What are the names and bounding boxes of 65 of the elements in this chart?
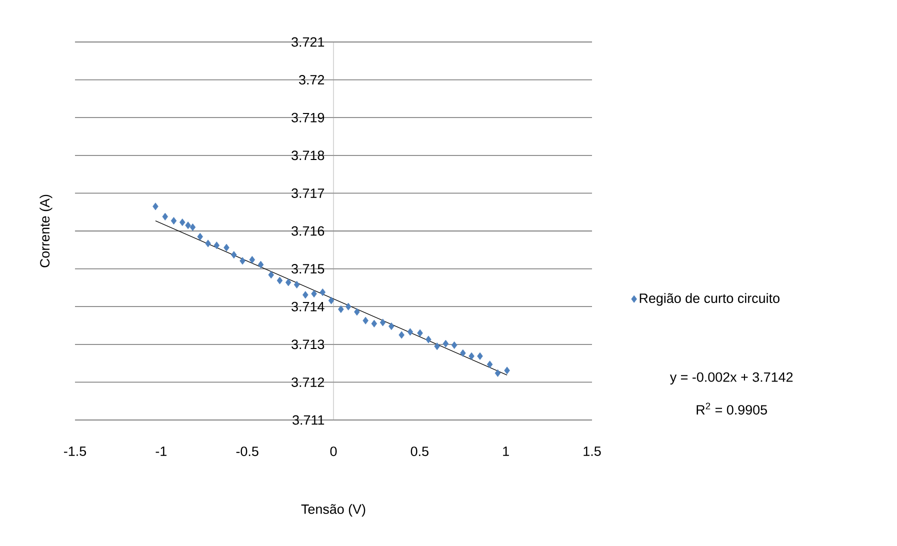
x-tick-label: 0.5 bbox=[410, 446, 428, 456]
x-tick-label: 1.5 bbox=[584, 446, 601, 456]
x-tick-label: -1 bbox=[156, 446, 166, 456]
point bbox=[302, 291, 308, 299]
y-tick-label: 3.719 bbox=[292, 112, 324, 122]
x-tick-label: -0.5 bbox=[236, 446, 258, 456]
point bbox=[468, 352, 474, 360]
y-tick-label: 3.716 bbox=[292, 226, 324, 236]
point bbox=[190, 223, 196, 232]
y-tick-label: 3.72 bbox=[299, 75, 324, 85]
y-tick-label: 3.715 bbox=[292, 264, 324, 274]
point bbox=[398, 331, 404, 339]
legend-label: Região de curto circuito bbox=[640, 293, 780, 306]
point bbox=[311, 290, 317, 298]
text: R$^{2}$ = 0.9905 bbox=[696, 402, 767, 415]
point bbox=[477, 352, 483, 360]
point bbox=[434, 342, 440, 350]
point bbox=[380, 318, 386, 326]
point bbox=[170, 217, 177, 225]
point bbox=[152, 202, 158, 210]
point bbox=[285, 278, 292, 286]
point bbox=[294, 280, 300, 288]
point bbox=[442, 340, 449, 348]
point bbox=[328, 296, 334, 304]
y-tick-label: 3.714 bbox=[292, 302, 324, 312]
point bbox=[320, 288, 326, 296]
point bbox=[224, 244, 230, 252]
point bbox=[205, 240, 211, 248]
text: y = -0.002x + 3.7142 bbox=[670, 372, 793, 385]
point bbox=[179, 218, 186, 226]
y-tick-label: 3.721 bbox=[292, 37, 324, 47]
x-tick-label: 1 bbox=[503, 446, 509, 456]
point bbox=[451, 341, 458, 349]
y-tick-label: 3.712 bbox=[292, 377, 324, 387]
point bbox=[388, 322, 394, 330]
point bbox=[240, 257, 246, 265]
point bbox=[197, 232, 204, 240]
point bbox=[417, 329, 423, 337]
point bbox=[231, 251, 237, 259]
y-tick-label: 3.711 bbox=[292, 415, 324, 425]
x-tick-label: -1.5 bbox=[64, 446, 86, 456]
point bbox=[345, 302, 352, 310]
y-tick-label: 3.717 bbox=[292, 188, 324, 198]
point bbox=[426, 336, 432, 344]
point bbox=[371, 320, 378, 328]
point bbox=[504, 366, 510, 374]
point bbox=[362, 316, 368, 324]
point bbox=[460, 349, 466, 357]
point bbox=[276, 276, 283, 284]
point bbox=[407, 328, 414, 336]
point bbox=[268, 271, 274, 279]
point bbox=[486, 360, 493, 368]
x-axis-title: Tensão (V) bbox=[301, 504, 366, 517]
point bbox=[249, 256, 256, 264]
y-tick-label: 3.718 bbox=[292, 150, 324, 160]
point bbox=[338, 305, 344, 314]
point bbox=[494, 369, 501, 377]
y-axis-title: Corrente (A) bbox=[40, 194, 52, 268]
point bbox=[162, 212, 168, 220]
point bbox=[258, 260, 264, 268]
point bbox=[185, 222, 191, 230]
point bbox=[354, 308, 360, 316]
x-tick-label: 0 bbox=[330, 446, 337, 456]
point bbox=[214, 242, 220, 250]
y-tick-label: 3.713 bbox=[292, 340, 324, 350]
